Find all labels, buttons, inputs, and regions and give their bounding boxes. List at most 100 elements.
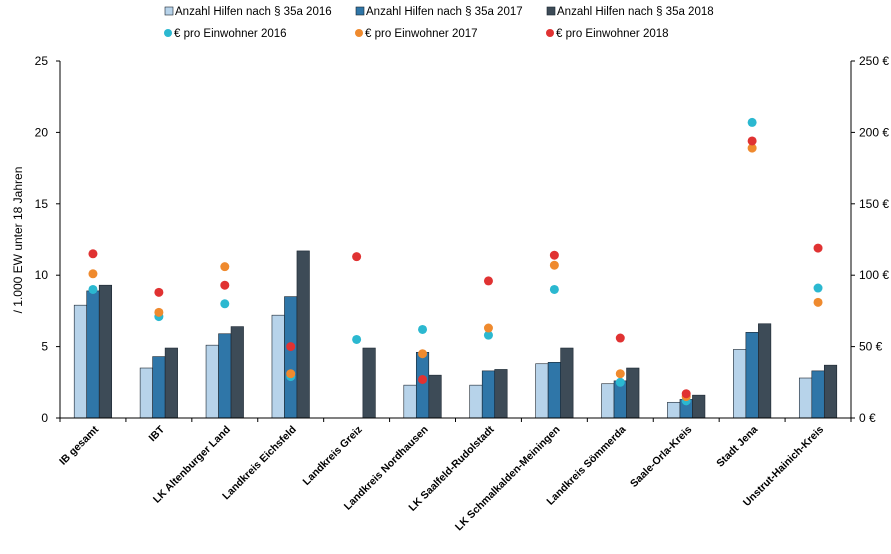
bar-3 — [362, 347, 376, 419]
point-2 — [747, 143, 757, 153]
legend-swatch — [164, 29, 172, 37]
right-tick-label: 0 € — [859, 411, 876, 425]
bars — [73, 250, 838, 419]
bar-1 — [205, 344, 219, 419]
category-label: IB gesamt — [57, 423, 101, 467]
point-2 — [418, 349, 428, 359]
legend-label: € pro Einwohner 2017 — [365, 28, 478, 40]
bar-1 — [667, 401, 681, 419]
point-2 — [220, 262, 230, 272]
left-tick-label: 10 — [35, 268, 49, 282]
bar-2 — [745, 332, 759, 419]
bar-3 — [626, 367, 640, 419]
left-tick-label: 5 — [41, 340, 48, 354]
point-1 — [615, 377, 625, 387]
bar-1 — [271, 314, 285, 419]
point-1 — [418, 324, 428, 334]
bar-3 — [98, 284, 113, 419]
bar-3 — [560, 347, 574, 419]
bar-3 — [823, 364, 838, 419]
point-3 — [220, 280, 230, 290]
left-axis-ticks: 0 5 10 15 20 25 — [35, 54, 60, 425]
bar-3 — [296, 250, 310, 419]
point-2 — [154, 307, 164, 317]
category-label: Landkreis Greiz — [301, 424, 365, 488]
point-3 — [418, 374, 428, 384]
category-label: Landkreis Eichsfeld — [220, 424, 299, 503]
point-3 — [483, 276, 493, 286]
legend-swatch — [164, 6, 174, 16]
legend-swatch — [355, 29, 363, 37]
right-axis-ticks: 0 € 50 € 100 € 150 € 200 € 250 € — [851, 54, 889, 425]
legend-label: Anzahl Hilfen nach § 35a 2017 — [366, 6, 523, 18]
category-label: LK Schmalkalden-Meiningen — [453, 424, 563, 534]
y-axis-title: / 1.000 EW unter 18 Jahren — [11, 167, 25, 314]
bar-1 — [73, 304, 88, 419]
point-3 — [286, 342, 296, 352]
legend: Anzahl Hilfen nach § 35a 2016 Anzahl Hilf… — [164, 6, 714, 40]
bar-1 — [601, 383, 615, 419]
bar-2 — [218, 333, 232, 419]
bar-3 — [494, 369, 508, 419]
bar-2 — [152, 356, 166, 419]
legend-swatch — [546, 6, 556, 16]
bar-2 — [811, 370, 825, 419]
bar-1 — [535, 363, 549, 419]
bar-1 — [733, 349, 747, 419]
bar-3 — [164, 347, 178, 419]
point-2 — [88, 269, 98, 279]
bar-1 — [798, 377, 813, 419]
point-2 — [483, 323, 493, 333]
point-2 — [615, 369, 625, 379]
point-2 — [813, 297, 823, 307]
point-3 — [615, 333, 625, 343]
point-3 — [88, 249, 98, 259]
point-3 — [681, 389, 691, 399]
point-3 — [813, 243, 823, 253]
category-label: Saale-Orla-Kreis — [628, 424, 694, 490]
right-tick-label: 200 € — [859, 125, 889, 139]
legend-swatch — [355, 6, 365, 16]
right-tick-label: 250 € — [859, 54, 889, 68]
right-tick-label: 150 € — [859, 197, 889, 211]
left-tick-label: 25 — [35, 54, 49, 68]
scatter-points — [88, 117, 823, 406]
bar-2 — [284, 296, 298, 419]
left-tick-label: 20 — [35, 125, 49, 139]
bar-2 — [547, 362, 561, 419]
point-1 — [549, 284, 559, 294]
point-3 — [747, 136, 757, 146]
bar-3 — [692, 394, 706, 419]
point-2 — [286, 369, 296, 379]
point-2 — [549, 260, 559, 270]
legend-label: € pro Einwohner 2016 — [174, 28, 287, 40]
point-1 — [88, 284, 98, 294]
point-3 — [352, 252, 362, 262]
legend-label: Anzahl Hilfen nach § 35a 2018 — [557, 6, 714, 18]
point-3 — [154, 287, 164, 297]
bar-2 — [86, 290, 100, 419]
bar-1 — [403, 384, 417, 419]
legend-swatch — [546, 29, 554, 37]
bar-2 — [481, 370, 496, 419]
bar-3 — [428, 374, 442, 419]
point-1 — [352, 334, 362, 344]
category-label: IBT — [147, 423, 168, 444]
axes — [59, 61, 852, 422]
point-1 — [220, 299, 230, 309]
left-tick-label: 0 — [41, 411, 48, 425]
category-label: Stadt Jena — [714, 424, 760, 470]
point-1 — [813, 283, 823, 293]
point-1 — [747, 117, 757, 127]
right-tick-label: 50 € — [859, 340, 883, 354]
left-tick-label: 15 — [35, 197, 49, 211]
right-tick-label: 100 € — [859, 268, 889, 282]
bar-3 — [230, 326, 244, 419]
point-1 — [483, 330, 493, 340]
legend-label: € pro Einwohner 2018 — [556, 28, 669, 40]
bar-3 — [758, 323, 772, 419]
bar-1 — [469, 384, 483, 419]
bar-2 — [415, 352, 430, 419]
